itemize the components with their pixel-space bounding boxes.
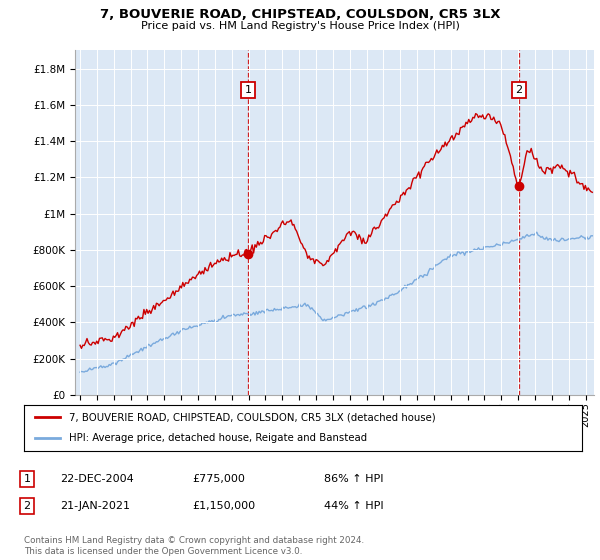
Text: Price paid vs. HM Land Registry's House Price Index (HPI): Price paid vs. HM Land Registry's House … [140,21,460,31]
Text: 2: 2 [515,85,523,95]
Text: £775,000: £775,000 [192,474,245,484]
Text: 7, BOUVERIE ROAD, CHIPSTEAD, COULSDON, CR5 3LX (detached house): 7, BOUVERIE ROAD, CHIPSTEAD, COULSDON, C… [68,412,436,422]
Text: HPI: Average price, detached house, Reigate and Banstead: HPI: Average price, detached house, Reig… [68,433,367,444]
Text: 1: 1 [245,85,251,95]
Text: 86% ↑ HPI: 86% ↑ HPI [324,474,383,484]
Text: 44% ↑ HPI: 44% ↑ HPI [324,501,383,511]
Text: 2: 2 [23,501,31,511]
Text: 7, BOUVERIE ROAD, CHIPSTEAD, COULSDON, CR5 3LX: 7, BOUVERIE ROAD, CHIPSTEAD, COULSDON, C… [100,8,500,21]
Text: £1,150,000: £1,150,000 [192,501,255,511]
Text: 1: 1 [23,474,31,484]
Text: Contains HM Land Registry data © Crown copyright and database right 2024.
This d: Contains HM Land Registry data © Crown c… [24,536,364,556]
Text: 21-JAN-2021: 21-JAN-2021 [60,501,130,511]
Text: 22-DEC-2004: 22-DEC-2004 [60,474,134,484]
